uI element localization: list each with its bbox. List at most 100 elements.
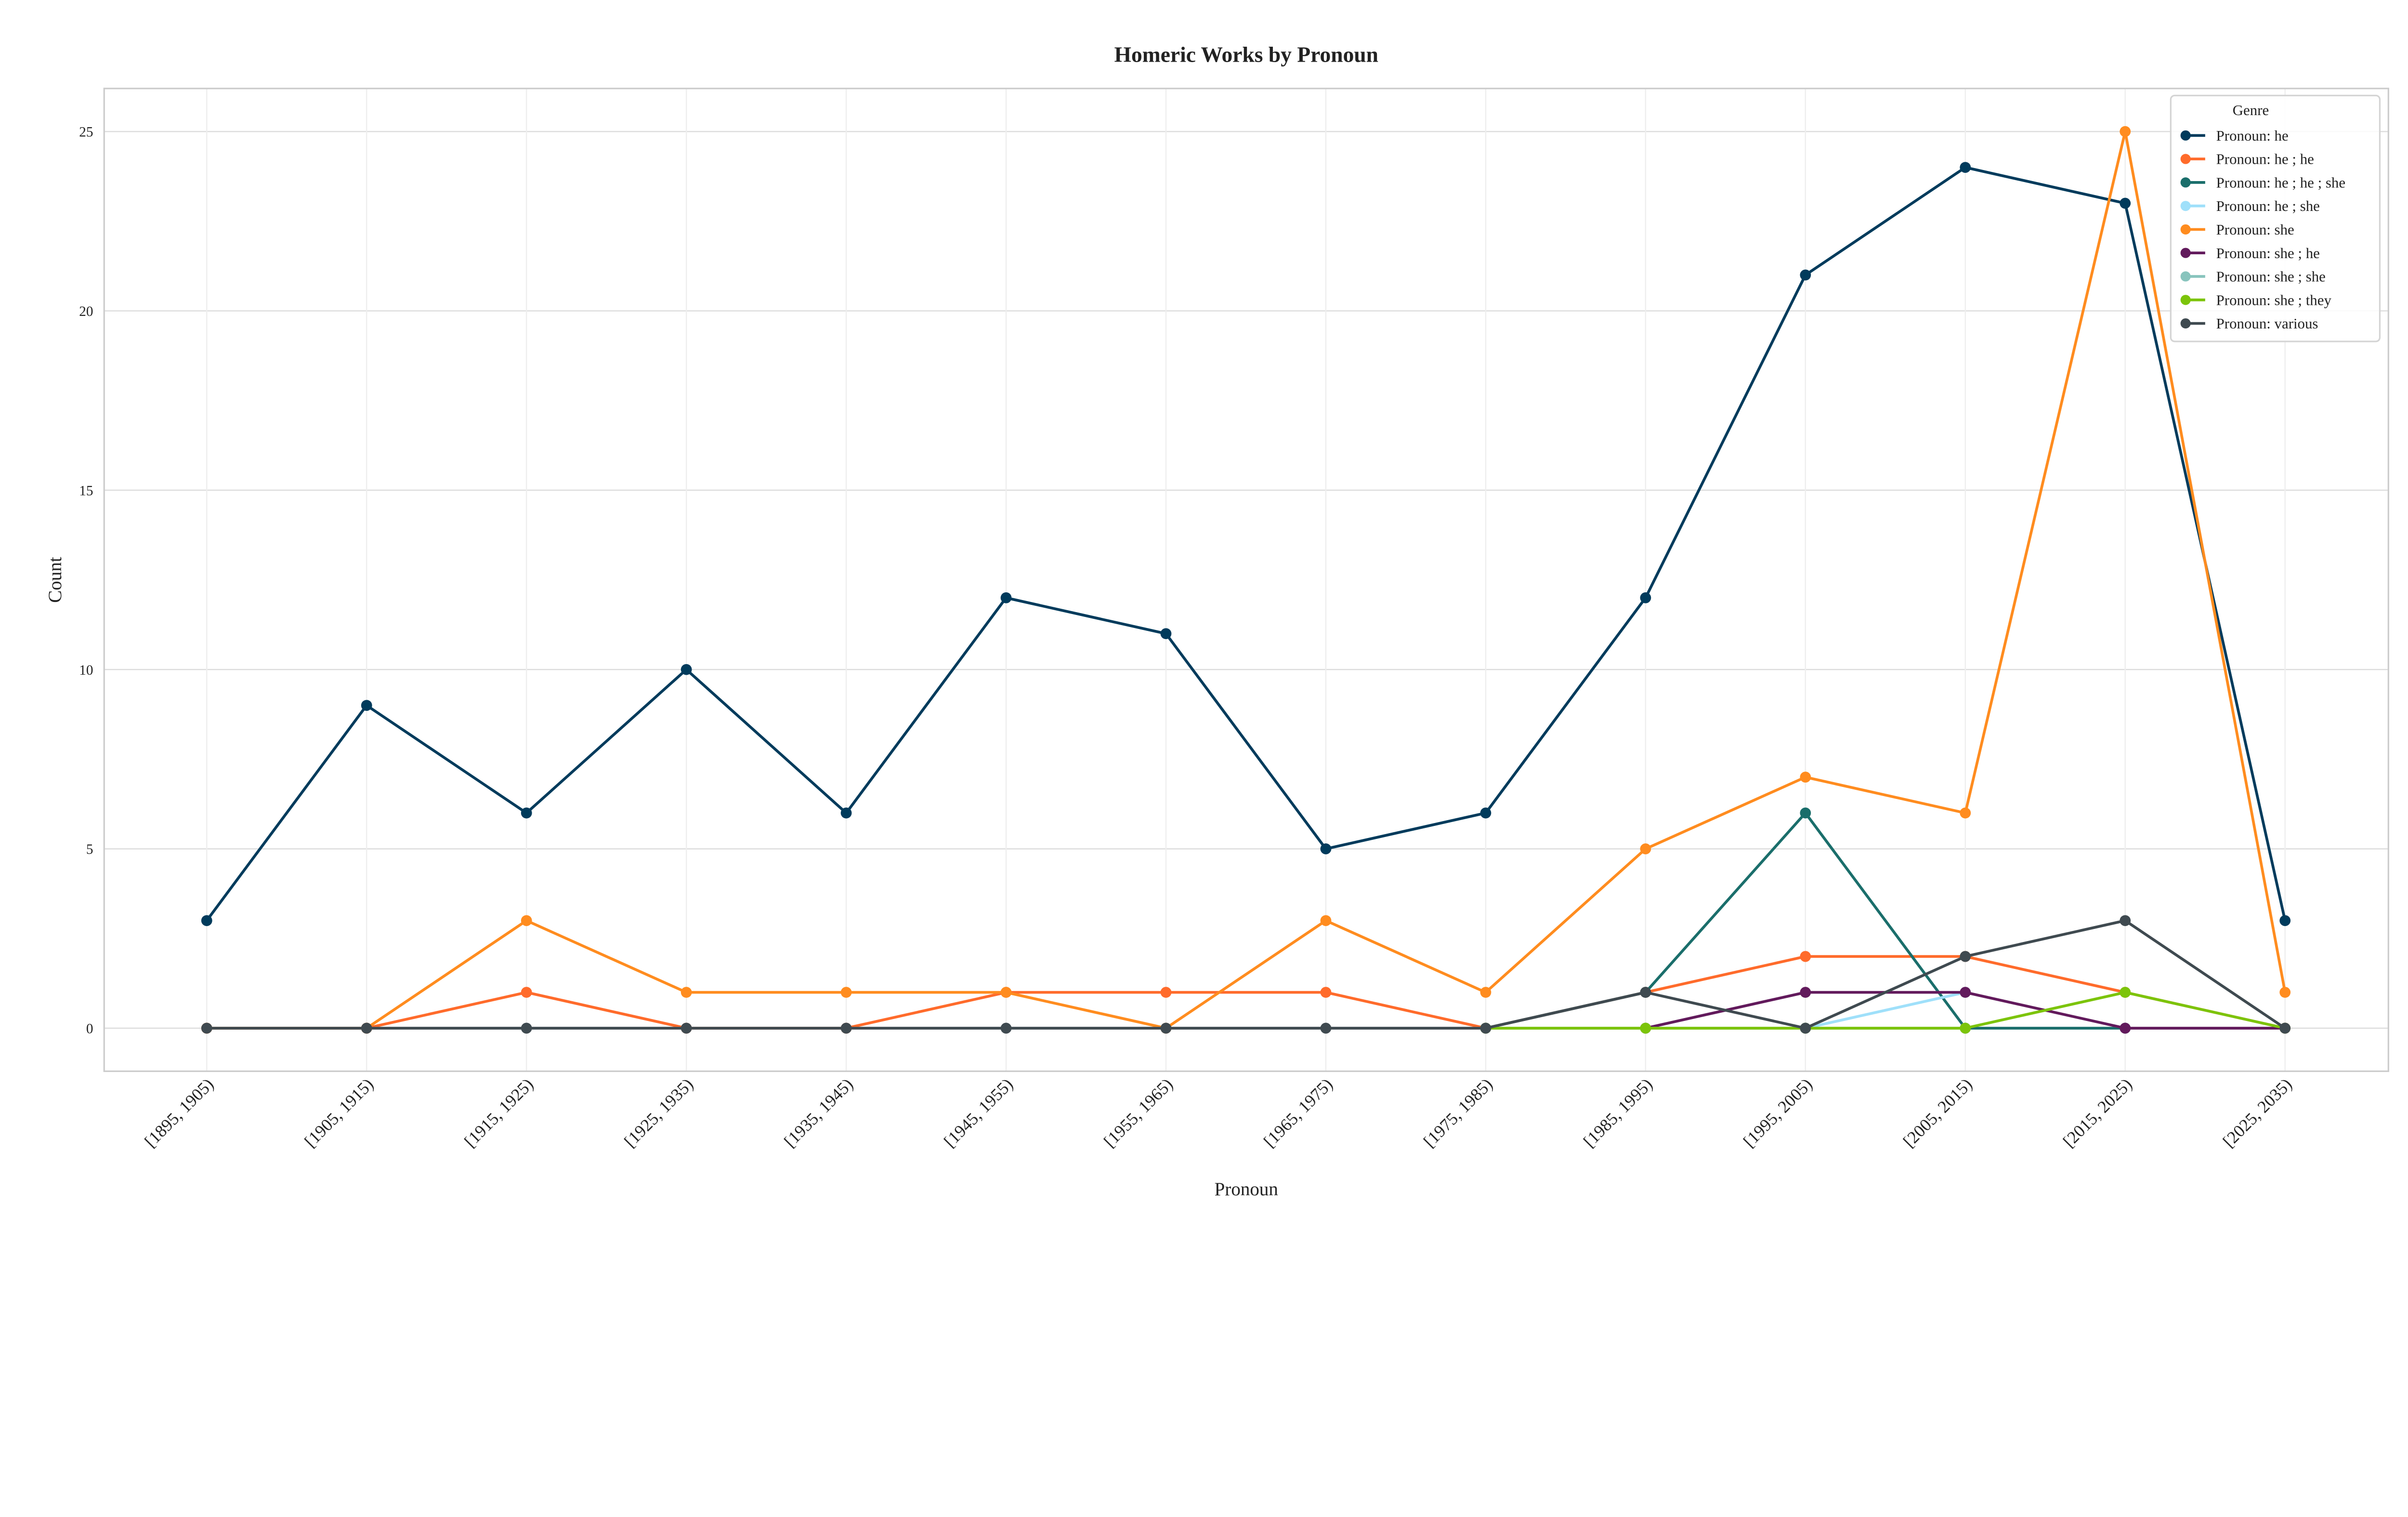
data-point: [361, 700, 372, 711]
data-point: [2120, 915, 2131, 926]
data-point: [1320, 915, 1332, 926]
data-point: [1480, 807, 1492, 819]
legend-label: Pronoun: she ; he: [2216, 245, 2320, 262]
series-line: [205, 166, 2287, 922]
data-point: [840, 807, 852, 819]
legend-dot-marker: [2180, 177, 2191, 188]
series-lines: [201, 126, 2291, 1034]
legend-dot-marker: [2180, 224, 2191, 235]
legend-item: Pronoun: he ; he ; she: [2180, 174, 2345, 191]
data-point: [2120, 987, 2131, 998]
data-point: [1800, 772, 1811, 783]
data-point: [1000, 592, 1012, 603]
data-point: [1640, 592, 1651, 603]
data-point: [1160, 628, 1172, 640]
series-pronoun-he: [201, 162, 2291, 926]
data-point: [1960, 987, 1971, 998]
data-point: [1160, 987, 1172, 998]
series-line: [1485, 991, 2286, 1030]
data-point: [1800, 1022, 1811, 1034]
legend-label: Pronoun: various: [2216, 315, 2318, 332]
legend: Genre Pronoun: he Pronoun: he ; he Pronoun…: [2170, 94, 2381, 342]
legend-item: Pronoun: he: [2180, 127, 2289, 144]
legend-label: Pronoun: he: [2216, 127, 2289, 144]
legend-label: Pronoun: he ; he ; she: [2216, 174, 2345, 191]
data-point: [2120, 197, 2131, 209]
data-point: [201, 915, 212, 926]
data-point: [681, 1022, 692, 1034]
legend-dot-marker: [2180, 201, 2191, 211]
y-tick-label: 20: [79, 304, 93, 319]
data-point: [2279, 1022, 2291, 1034]
legend-item: Pronoun: she ; he: [2180, 245, 2320, 262]
legend-label: Pronoun: she ; she: [2216, 268, 2326, 285]
y-tick-label: 15: [79, 483, 93, 498]
data-point: [1800, 807, 1811, 819]
legend-dot-marker: [2180, 154, 2191, 164]
legend-label: Pronoun: he ; she: [2216, 197, 2320, 214]
data-point: [1800, 987, 1811, 998]
y-tick-label: 25: [79, 125, 93, 140]
data-point: [1000, 1022, 1012, 1034]
data-point: [521, 987, 532, 998]
data-point: [1800, 269, 1811, 281]
data-point: [1960, 807, 1971, 819]
data-point: [681, 664, 692, 675]
series-pronoun-various: [201, 915, 2291, 1034]
data-point: [840, 987, 852, 998]
data-point: [521, 807, 532, 819]
y-tick-label: 5: [86, 842, 93, 857]
x-axis-label: Pronoun: [1215, 1179, 1278, 1200]
legend-item: Pronoun: she ; she: [2180, 268, 2326, 285]
chart-title: Homeric Works by Pronoun: [1114, 42, 1378, 66]
series-line: [207, 955, 2286, 1030]
y-tick-label: 10: [79, 663, 93, 678]
legend-dot-marker: [2180, 271, 2191, 282]
data-point: [1320, 843, 1332, 855]
data-point: [1960, 1022, 1971, 1034]
data-point: [2120, 1022, 2131, 1034]
data-point: [681, 987, 692, 998]
legend-item: Pronoun: he ; she: [2180, 197, 2320, 214]
series-line: [207, 130, 2287, 1030]
legend-dot-marker: [2180, 318, 2191, 329]
legend-item: Pronoun: she: [2180, 221, 2294, 238]
data-point: [1160, 1022, 1172, 1034]
data-point: [1320, 987, 1332, 998]
legend-item: Pronoun: various: [2180, 315, 2318, 332]
data-point: [1640, 1022, 1651, 1034]
legend-title: Genre: [2233, 102, 2269, 118]
data-point: [201, 1022, 212, 1034]
data-point: [1800, 951, 1811, 962]
legend-item: Pronoun: he ; he: [2180, 151, 2314, 168]
legend-dot-marker: [2180, 248, 2191, 258]
data-point: [1960, 162, 1971, 173]
series-line: [207, 919, 2286, 1030]
grid: [104, 88, 2389, 1072]
y-tick-label: 0: [86, 1021, 93, 1037]
data-point: [1640, 843, 1651, 855]
legend-dot-marker: [2180, 295, 2191, 305]
data-point: [361, 1022, 372, 1034]
series-line: [1805, 991, 1966, 1030]
data-point: [2279, 915, 2291, 926]
data-point: [2279, 987, 2291, 998]
legend-label: Pronoun: she ; they: [2216, 291, 2332, 308]
data-point: [1480, 987, 1492, 998]
legend-label: Pronoun: he ; he: [2216, 151, 2314, 168]
legend-dot-marker: [2180, 130, 2191, 141]
legend-box: [2170, 94, 2381, 342]
legend-item: Pronoun: she ; they: [2180, 291, 2332, 308]
plot-area-frame: [103, 88, 2389, 1072]
data-point: [1320, 1022, 1332, 1034]
legend-label: Pronoun: she: [2216, 221, 2294, 238]
data-point: [1480, 1022, 1492, 1034]
data-point: [521, 915, 532, 926]
data-point: [521, 1022, 532, 1034]
y-axis: 0 5 10 15 20 25: [79, 125, 93, 1037]
data-point: [1000, 987, 1012, 998]
y-axis-label: Count: [45, 557, 65, 603]
data-point: [840, 1022, 852, 1034]
data-point: [1640, 987, 1651, 998]
